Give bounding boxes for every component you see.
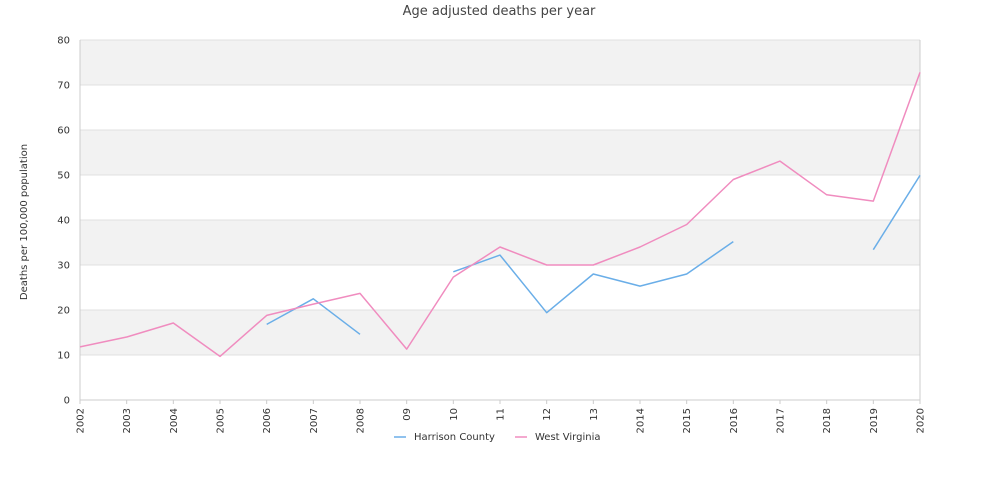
x-tick-label: 2006	[262, 408, 273, 433]
y-axis-ticks: 0 10 20 30 40 50 60 70 80	[57, 36, 70, 407]
grid-band	[80, 130, 920, 175]
y-tick-label: 70	[57, 81, 70, 92]
x-tick-label: 10	[449, 408, 460, 421]
x-tick-label: 2020	[916, 408, 927, 433]
grid-band	[80, 220, 920, 265]
y-axis-title: Deaths per 100,000 population	[19, 144, 30, 300]
series-line-harrison-county	[266, 298, 361, 335]
series-lines	[79, 72, 921, 358]
x-tick-label: 2004	[169, 408, 180, 433]
x-tick-label: 2019	[869, 408, 880, 433]
y-tick-label: 80	[57, 36, 70, 47]
y-tick-label: 0	[64, 396, 70, 407]
x-tick-label: 2005	[216, 408, 227, 433]
y-tick-label: 50	[57, 171, 70, 182]
y-tick-label: 60	[57, 126, 70, 137]
y-tick-label: 40	[57, 216, 70, 227]
series-line-harrison-county	[872, 175, 921, 251]
legend-label: Harrison County	[414, 432, 495, 443]
grid-band	[80, 40, 920, 85]
y-tick-label: 20	[57, 306, 70, 317]
x-tick-label: 13	[589, 408, 600, 421]
x-tick-label: 12	[542, 408, 553, 421]
y-tick-label: 10	[57, 351, 70, 362]
legend-label: West Virginia	[535, 432, 600, 443]
x-tick-label: 2002	[76, 408, 87, 433]
x-tick-label: 11	[496, 408, 507, 421]
x-axis-ticks: 2002 2003 2004 2005 2006 2007 2008 09 10 11 12 13 20…	[76, 400, 927, 433]
background-bands	[80, 40, 920, 355]
x-tick-label: 2016	[729, 408, 740, 433]
grid-band	[80, 310, 920, 355]
x-tick-label: 2008	[356, 408, 367, 433]
chart-title: Age adjusted deaths per year	[403, 4, 596, 19]
series-line-harrison-county	[453, 240, 734, 314]
y-tick-label: 30	[57, 261, 70, 272]
x-tick-label: 2017	[776, 408, 787, 433]
series-line-west-virginia	[79, 72, 921, 358]
legend: Harrison County West Virginia	[394, 432, 600, 443]
x-tick-label: 09	[402, 408, 413, 421]
x-tick-label: 2018	[822, 408, 833, 433]
x-tick-label: 2014	[636, 408, 647, 433]
x-tick-label: 2015	[682, 408, 693, 433]
x-tick-label: 2003	[122, 408, 133, 433]
x-tick-label: 2007	[309, 408, 320, 433]
